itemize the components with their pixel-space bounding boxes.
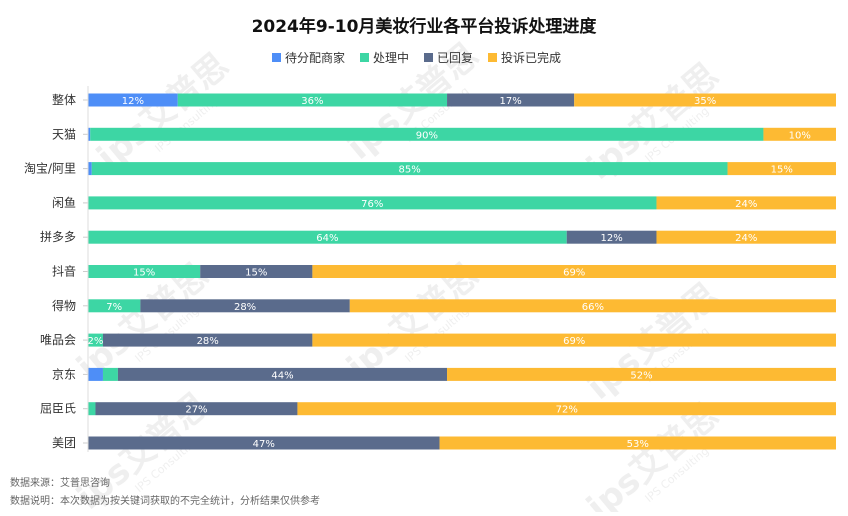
- bar-segment: [88, 436, 440, 450]
- legend-swatch: [360, 53, 369, 62]
- data-label: 36%: [301, 96, 323, 107]
- data-label: 66%: [582, 302, 604, 313]
- bar-segment: [140, 299, 350, 313]
- bar-segment: [95, 402, 298, 416]
- category-label: 唯品会: [40, 333, 76, 347]
- watermark-text: ips艾普思: [89, 45, 236, 177]
- legend-swatch: [424, 53, 433, 62]
- bar-segment: [349, 299, 836, 313]
- bar-segment: [177, 93, 448, 107]
- legend-swatch: [272, 53, 281, 62]
- data-label: 52%: [630, 370, 652, 381]
- data-label: 85%: [399, 165, 421, 176]
- data-label: 24%: [735, 199, 757, 210]
- bar-segment: [763, 127, 836, 141]
- bar-segment: [88, 367, 103, 381]
- legend-swatch: [488, 53, 497, 62]
- category-label: 拼多多: [40, 230, 76, 244]
- bar-segment: [88, 265, 201, 278]
- data-label: 17%: [500, 96, 522, 107]
- data-label: 15%: [133, 268, 155, 279]
- bar-segment: [297, 402, 836, 416]
- data-label: 15%: [771, 165, 793, 176]
- data-label: 90%: [416, 130, 438, 141]
- bar-segment: [88, 93, 178, 107]
- data-label: 47%: [253, 439, 275, 450]
- bar-segment: [312, 265, 836, 278]
- category-label: 整体: [52, 92, 76, 107]
- bar-segment: [102, 333, 313, 347]
- category-label: 闲鱼: [52, 196, 76, 210]
- bar-segment: [566, 230, 657, 244]
- chart-title: 2024年9-10月美妆行业各平台投诉处理进度: [252, 16, 598, 37]
- bar-segment: [91, 162, 728, 176]
- bar-segment: [88, 299, 141, 313]
- category-label: 得物: [52, 298, 76, 313]
- data-label: 28%: [197, 336, 219, 347]
- data-label: 35%: [694, 96, 716, 107]
- data-label: 76%: [361, 199, 383, 210]
- category-label: 屈臣氏: [40, 402, 76, 416]
- data-disclaimer: 数据说明：本次数据为按关键词获取的不完全统计，分析结果仅供参考: [10, 496, 320, 507]
- bar-segment: [656, 196, 836, 210]
- bar-segment: [439, 436, 836, 450]
- legend-item[interactable]: 投诉已完成: [488, 50, 561, 65]
- data-label: 72%: [556, 405, 578, 416]
- bar-segment: [727, 162, 836, 176]
- category-label: 京东: [52, 367, 76, 381]
- data-label: 15%: [245, 268, 267, 279]
- source-note: 数据来源：艾普思咨询: [10, 478, 110, 489]
- bar-segment: [447, 93, 575, 107]
- data-label: 12%: [122, 96, 144, 107]
- category-label: 美团: [52, 436, 76, 450]
- legend-item[interactable]: 处理中: [360, 50, 409, 65]
- bar-segment: [88, 402, 96, 416]
- data-label: 28%: [234, 302, 256, 313]
- data-label: 7%: [106, 302, 122, 313]
- bar-segment: [102, 367, 118, 381]
- bar-segment: [88, 127, 91, 141]
- category-label: 抖音: [52, 264, 76, 279]
- data-label: 10%: [789, 130, 811, 141]
- data-label: 69%: [563, 268, 585, 279]
- bar-segment: [117, 367, 448, 381]
- category-label: 天猫: [52, 127, 76, 141]
- category-label: 淘宝/阿里: [24, 162, 76, 176]
- legend: 待分配商家 处理中 已回复 投诉已完成: [272, 50, 561, 65]
- data-label: 24%: [735, 233, 757, 244]
- data-label: 2%: [88, 336, 104, 347]
- legend-label: 已回复: [437, 51, 473, 65]
- legend-item[interactable]: 已回复: [424, 51, 473, 65]
- bar-segment: [88, 162, 92, 176]
- bar-segment: [656, 230, 836, 244]
- data-label: 12%: [600, 233, 622, 244]
- data-label: 69%: [563, 336, 585, 347]
- data-label: 64%: [316, 233, 338, 244]
- bar-segment: [90, 127, 764, 141]
- bar-segment: [312, 333, 836, 347]
- bar-segment: [88, 333, 103, 347]
- bar-segment: [88, 196, 657, 210]
- legend-label: 处理中: [373, 50, 409, 65]
- bars-area: 12% 36% 17% 35% 90% 10% 85% 15% 76% 24% 64% 12% 24% 1…: [88, 93, 836, 450]
- bar-segment: [574, 93, 836, 107]
- bar-segment: [447, 367, 836, 381]
- legend-label: 投诉已完成: [501, 50, 561, 65]
- data-label: 53%: [627, 439, 649, 450]
- legend-label: 待分配商家: [285, 50, 345, 65]
- bar-segment: [88, 230, 567, 244]
- bar-segment: [200, 265, 313, 278]
- data-label: 44%: [271, 370, 293, 381]
- data-label: 27%: [185, 405, 207, 416]
- legend-item[interactable]: 待分配商家: [272, 50, 345, 65]
